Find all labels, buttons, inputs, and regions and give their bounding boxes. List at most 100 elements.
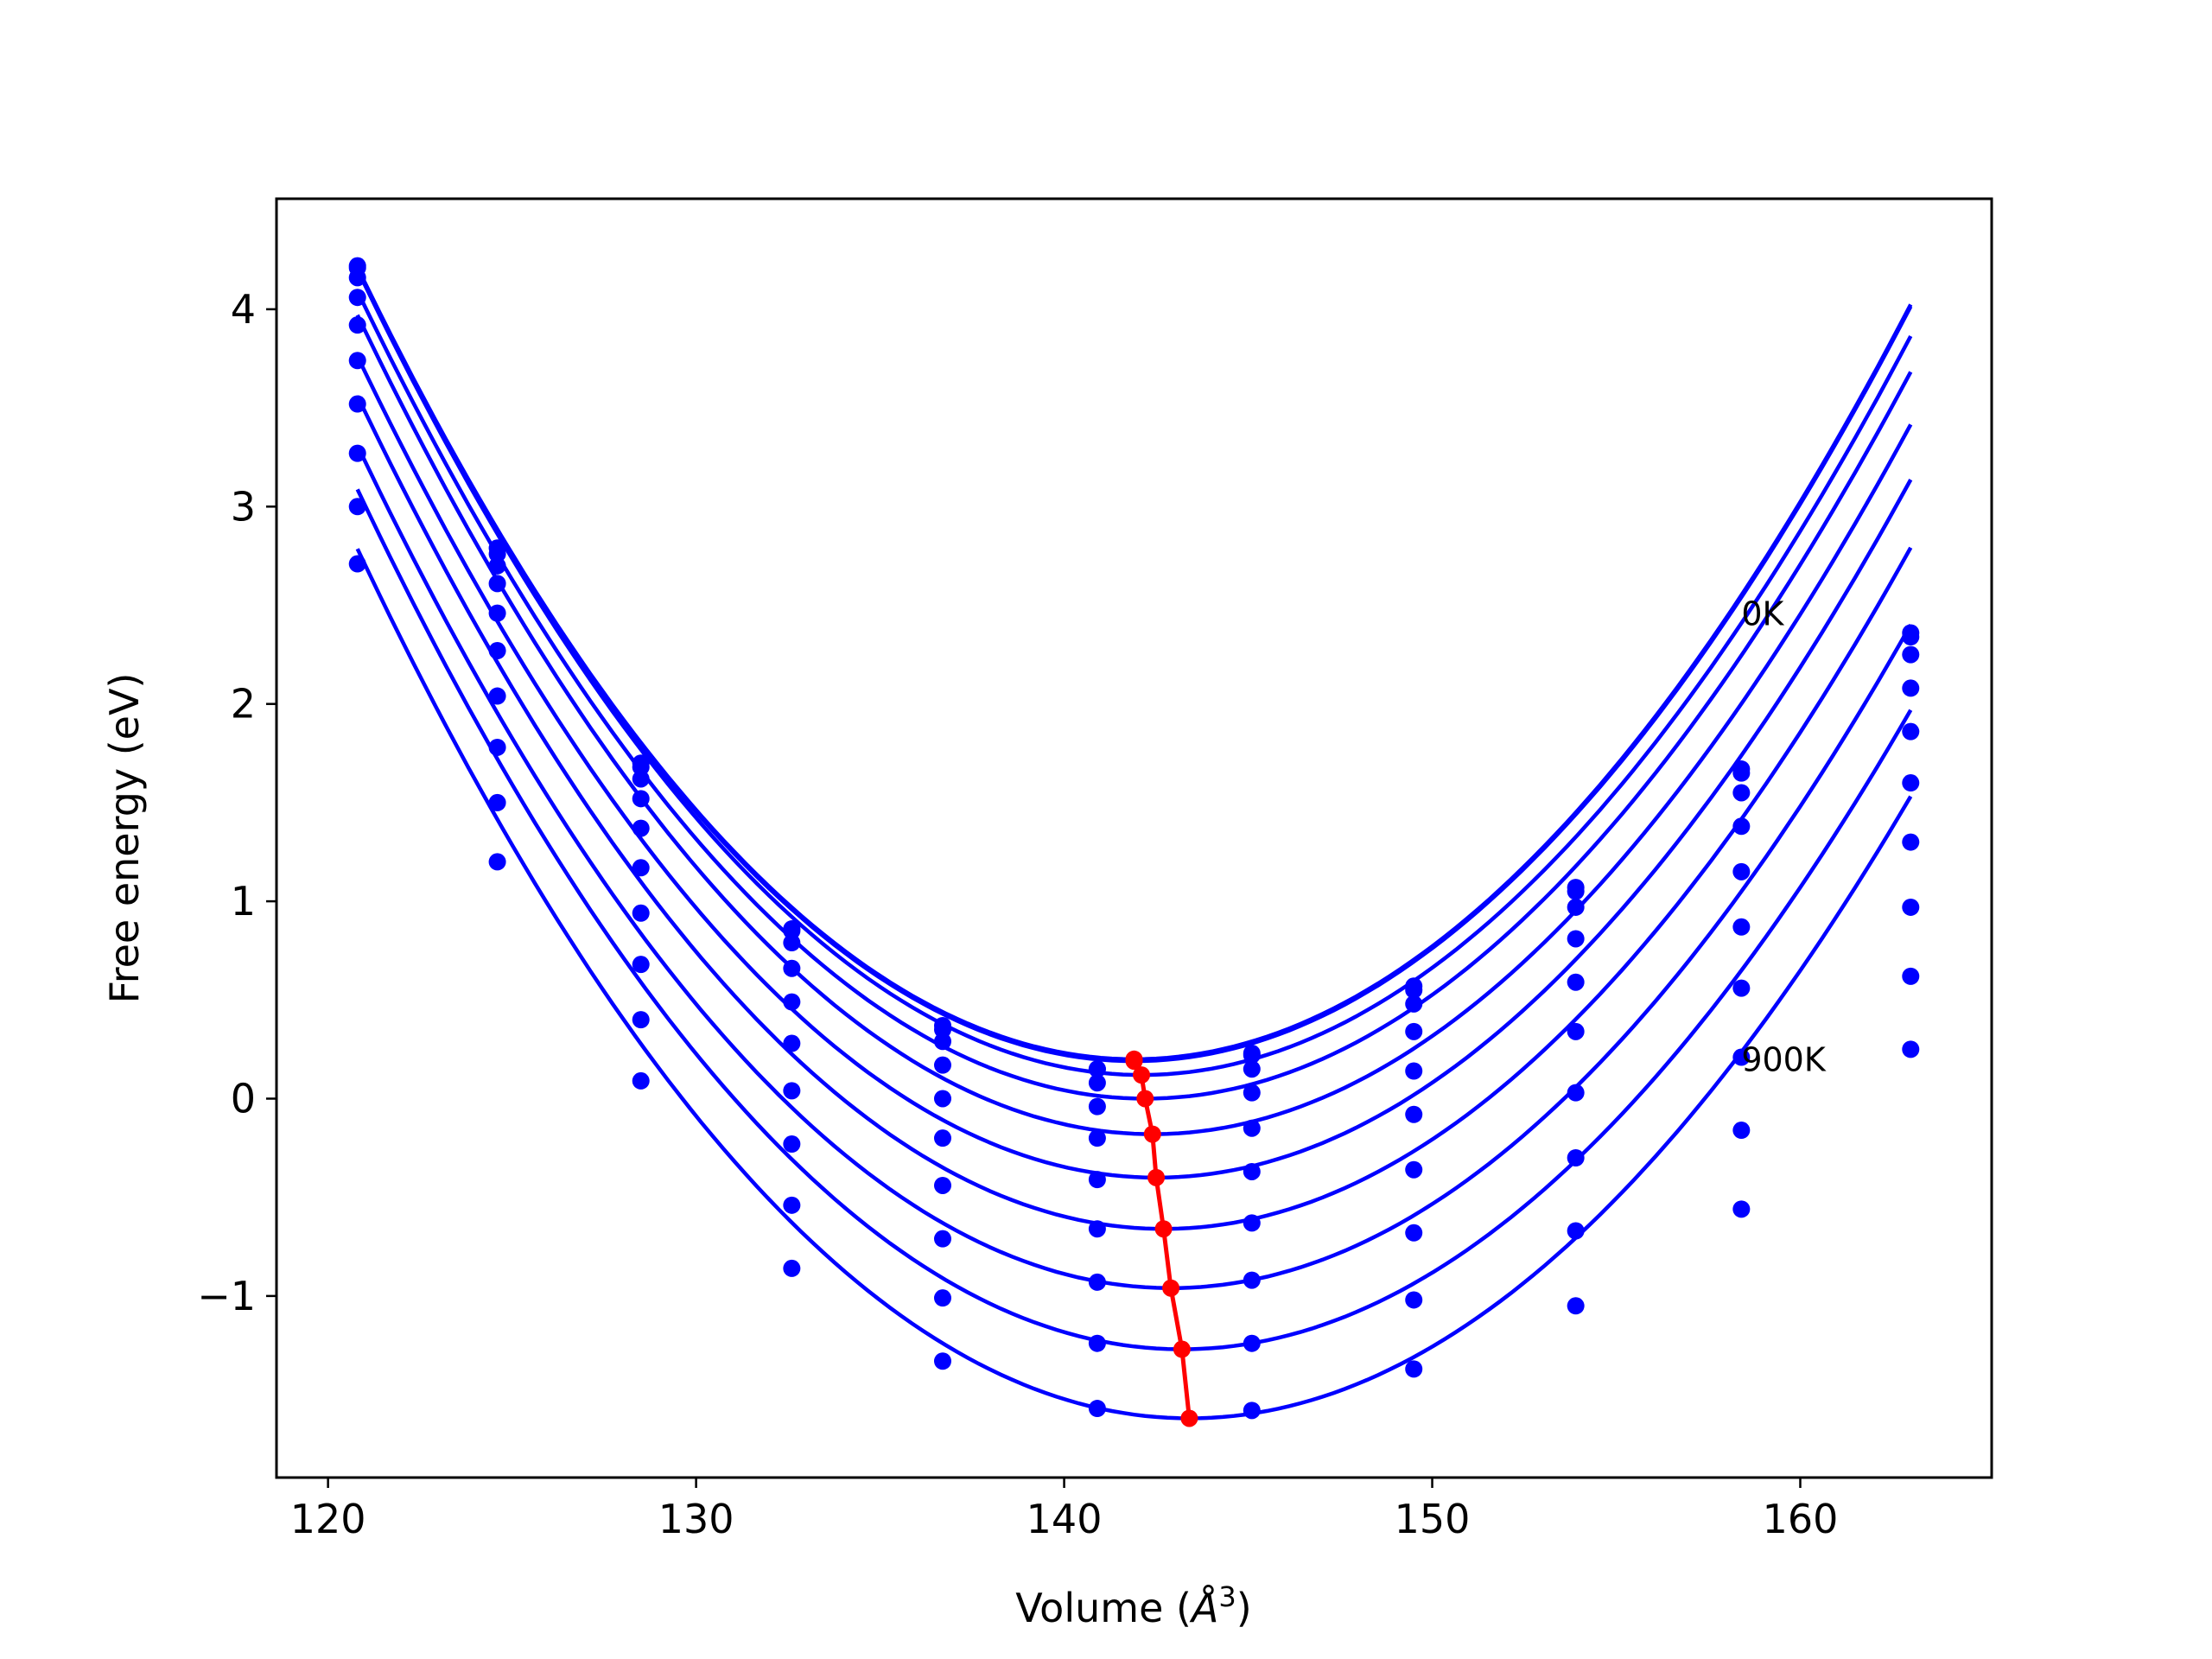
series-layer — [348, 257, 1920, 1421]
data-point — [348, 352, 366, 370]
data-point — [1732, 862, 1751, 880]
data-point — [1088, 1400, 1106, 1418]
data-point — [632, 1011, 650, 1029]
data-point — [1902, 833, 1920, 851]
data-point — [933, 1289, 951, 1307]
data-point — [1732, 1048, 1751, 1066]
data-point — [488, 793, 506, 811]
minimum-point — [1162, 1279, 1180, 1297]
data-point — [488, 687, 506, 705]
data-point — [1902, 722, 1920, 741]
temperature-label: 0K — [1741, 594, 1784, 632]
annotation-layer: 0K 900K — [1741, 594, 1827, 1078]
minimum-point — [1180, 1409, 1198, 1427]
data-point — [1243, 1214, 1261, 1232]
data-point — [1732, 1122, 1751, 1140]
fit-curve-4 — [355, 314, 1913, 1136]
data-point — [1405, 1022, 1423, 1040]
data-point — [348, 498, 366, 516]
data-point — [1243, 1119, 1261, 1137]
fit-curve-9 — [355, 548, 1913, 1421]
y-tick-label: 2 — [231, 681, 256, 728]
y-axis-label: Free energy (eV) — [101, 673, 148, 1004]
data-point — [348, 289, 366, 307]
data-point — [933, 1129, 951, 1147]
minimum-point — [1154, 1220, 1173, 1238]
data-point — [1567, 882, 1585, 900]
data-point — [933, 1230, 951, 1248]
minimum-point — [1143, 1125, 1161, 1143]
data-point — [1088, 1129, 1106, 1147]
data-point — [1567, 1297, 1585, 1315]
data-point — [1088, 1097, 1106, 1116]
data-point — [348, 444, 366, 462]
data-point — [1732, 1200, 1751, 1218]
x-tick-label: 120 — [290, 1496, 366, 1542]
x-axis-label-text: Volume ( — [1015, 1585, 1192, 1631]
y-axis: −1 0 1 2 3 4 — [197, 286, 276, 1319]
y-tick-label: 4 — [231, 286, 256, 333]
minimum-point — [1173, 1340, 1191, 1358]
y-tick-label: 0 — [231, 1075, 256, 1122]
data-point — [1088, 1074, 1106, 1092]
x-tick-label: 150 — [1395, 1496, 1471, 1542]
data-point — [1902, 898, 1920, 916]
x-tick-label: 160 — [1763, 1496, 1839, 1542]
y-tick-label: 3 — [231, 483, 256, 530]
data-point — [783, 934, 801, 952]
plot-area — [276, 199, 1992, 1478]
data-point — [1732, 979, 1751, 997]
data-point — [1088, 1334, 1106, 1352]
data-point — [1088, 1273, 1106, 1291]
data-point — [1405, 1291, 1423, 1309]
data-point — [1567, 1084, 1585, 1102]
data-point — [1243, 1084, 1261, 1102]
x-axis-label-close: ) — [1236, 1585, 1252, 1631]
minima-layer — [1125, 1050, 1198, 1427]
data-point — [1405, 1105, 1423, 1123]
data-point — [488, 853, 506, 871]
data-point — [783, 1135, 801, 1154]
data-point — [632, 956, 650, 974]
data-point — [1902, 967, 1920, 985]
x-axis-label: Volume (Å3) — [1015, 1580, 1251, 1631]
data-point — [1902, 679, 1920, 697]
fit-curve-7 — [355, 444, 1913, 1290]
data-point — [933, 1056, 951, 1074]
data-point — [1732, 764, 1751, 782]
data-point — [1243, 1271, 1261, 1289]
data-point — [1088, 1171, 1106, 1189]
data-point — [632, 904, 650, 922]
data-point — [1902, 645, 1920, 664]
data-point — [1405, 1224, 1423, 1242]
x-axis-label-unit: Å — [1189, 1585, 1218, 1631]
data-point — [1243, 1162, 1261, 1180]
data-point — [348, 269, 366, 287]
data-point — [1732, 918, 1751, 936]
fit-curve-5 — [355, 355, 1913, 1180]
data-point — [933, 1176, 951, 1194]
data-point — [1732, 784, 1751, 802]
fit-curve-6 — [355, 395, 1913, 1231]
y-tick-label: 1 — [231, 878, 256, 925]
minimum-point — [1125, 1052, 1143, 1071]
x-axis-label-unit-exponent: 3 — [1218, 1580, 1236, 1613]
minimum-point — [1133, 1066, 1151, 1084]
data-point — [632, 859, 650, 877]
data-point — [933, 1090, 951, 1108]
data-point — [1405, 1062, 1423, 1080]
data-point — [1567, 1022, 1585, 1040]
fit-curve-3 — [355, 290, 1913, 1101]
data-point — [1405, 1360, 1423, 1378]
data-point — [1567, 930, 1585, 948]
data-point — [1902, 1040, 1920, 1058]
data-point — [1088, 1220, 1106, 1238]
data-point — [1243, 1060, 1261, 1078]
data-point — [783, 1259, 801, 1277]
data-point — [632, 1071, 650, 1090]
x-axis: 120 130 140 150 160 — [290, 1478, 1839, 1542]
data-point — [1567, 973, 1585, 991]
plot-frame — [275, 197, 1993, 1479]
data-point — [1405, 995, 1423, 1013]
data-point — [1902, 774, 1920, 792]
